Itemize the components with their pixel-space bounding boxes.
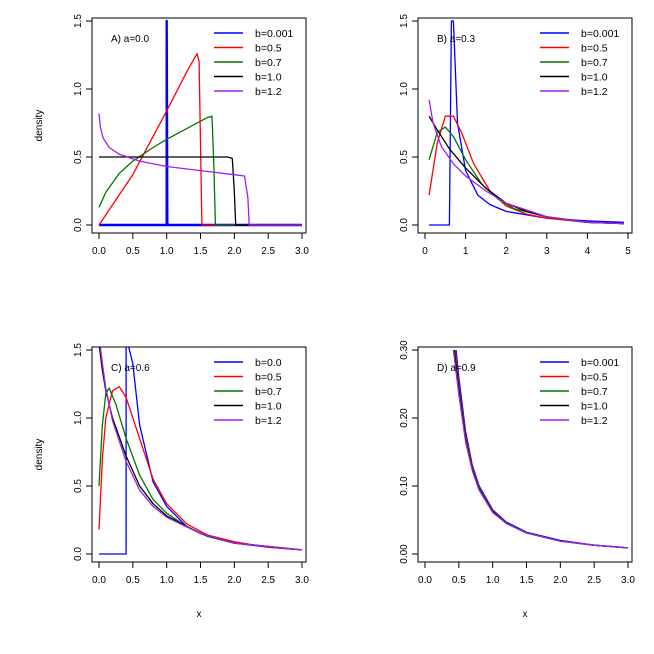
legend-label: b=0.001 [581, 357, 619, 369]
x-tick-label: 1.5 [194, 246, 208, 257]
x-tick-label: 2.5 [587, 575, 601, 586]
x-tick-label: 0.5 [126, 246, 140, 257]
y-tick-label: 0.5 [399, 150, 410, 164]
series-group [98, 347, 303, 555]
legend-label: b=1.2 [255, 415, 282, 427]
series-line-b-1-2 [428, 99, 624, 225]
legend-label: b=1.2 [255, 86, 282, 98]
x-tick-label: 3 [544, 246, 550, 257]
legend: b=0.0 b=0.5 b=0.7 b=1.0 b=1.2 [214, 357, 282, 427]
x-tick-label: 0.0 [418, 575, 432, 586]
x-tick-label: 1.5 [520, 575, 534, 586]
series-line-b-0-7 [428, 126, 624, 225]
series-line-b-1-0 [428, 115, 624, 225]
x-tick-label: 1.0 [486, 575, 500, 586]
x-tick-label: 0.5 [452, 575, 466, 586]
y-tick-label: 0.0 [399, 218, 410, 232]
series-line-b-0-001 [99, 19, 302, 227]
legend-label: b=1.0 [581, 72, 608, 84]
x-tick-label: 0 [422, 246, 428, 257]
y-tick-label: 1.5 [73, 14, 84, 28]
x-tick-label: 2.0 [227, 246, 241, 257]
legend-label: b=0.001 [255, 28, 293, 40]
x-tick-label: 0.0 [92, 575, 106, 586]
x-tick-label: 1.0 [160, 246, 174, 257]
x-axis-title: x [523, 609, 528, 620]
y-tick-label: 0.5 [73, 150, 84, 164]
x-tick-label: 3.0 [621, 575, 635, 586]
series-line-b-0-5 [428, 115, 624, 225]
panel-4: 0.0 0.5 1.0 1.5 2.0 2.5 3.0 0.00 0.10 0.20 0.30 x D)… [399, 340, 635, 620]
y-tick-label: 0.0 [73, 218, 84, 232]
legend-label: b=1.0 [581, 401, 608, 413]
legend-label: b=0.7 [581, 57, 608, 69]
legend-label: b=1.0 [255, 72, 282, 84]
legend-label: b=0.001 [581, 28, 619, 40]
panel-label: C) a=0.6 [111, 363, 150, 374]
y-axis-title: density [34, 439, 45, 471]
x-tick-label: 3.0 [295, 246, 309, 257]
legend-label: b=0.0 [255, 357, 282, 369]
legend: b=0.001 b=0.5 b=0.7 b=1.0 b=1.2 [540, 28, 619, 98]
y-tick-label: 1.0 [73, 82, 84, 96]
legend: b=0.001 b=0.5 b=0.7 b=1.0 b=1.2 [540, 357, 619, 427]
x-tick-label: 2 [503, 246, 509, 257]
series-line-b-1-0 [99, 156, 302, 226]
x-tick-label: 1.0 [160, 575, 174, 586]
plot-frame [417, 346, 633, 563]
y-tick-label: 1.0 [73, 411, 84, 425]
legend-label: b=1.2 [581, 86, 608, 98]
panel-2: 0 1 2 3 4 50.00.51.01.5B) a=0.3 b=0.001b=0.5b=… [399, 14, 633, 257]
series-group [452, 349, 629, 549]
y-axis-title: density [34, 110, 45, 142]
legend: b=0.001 b=0.5 b=0.7 b=1.0 b=1.2 [214, 28, 293, 98]
x-axis-title: x [197, 609, 202, 620]
legend-label: b=0.5 [581, 372, 608, 384]
x-tick-label: 0.0 [92, 246, 106, 257]
panel-3: 0.0 0.5 1.0 1.5 2.0 2.5 3.0 0.0 0.5 1.0 1.5 density… [34, 343, 309, 620]
legend-label: b=1.2 [581, 415, 608, 427]
panel-label: A) a=0.0 [111, 34, 150, 45]
legend-label: b=0.5 [581, 43, 608, 55]
y-tick-label: 0.00 [399, 544, 410, 564]
x-tick-label: 3.0 [295, 575, 309, 586]
series-line-b-1-2 [99, 347, 303, 551]
plot-frame [417, 17, 633, 234]
plot-frame [91, 346, 307, 563]
x-tick-label: 1.5 [194, 575, 208, 586]
x-tick-label: 4 [585, 246, 591, 257]
series-line-b-0-7 [98, 115, 302, 226]
x-tick-label: 1 [463, 246, 469, 257]
legend-label: b=1.0 [255, 401, 282, 413]
legend-label: b=0.7 [255, 386, 282, 398]
y-tick-label: 0.0 [73, 547, 84, 561]
series-line-b-1-2 [98, 113, 302, 226]
series-group [428, 20, 624, 226]
y-tick-label: 1.5 [399, 14, 410, 28]
panel-label: B) a=0.3 [437, 34, 476, 45]
y-tick-label: 0.20 [399, 408, 410, 428]
x-tick-label: 2.0 [227, 575, 241, 586]
y-tick-label: 0.30 [399, 340, 410, 360]
y-tick-label: 0.5 [73, 479, 84, 493]
x-tick-label: 0.5 [126, 575, 140, 586]
y-tick-label: 1.0 [399, 82, 410, 96]
x-tick-label: 2.5 [261, 575, 275, 586]
legend-label: b=0.5 [255, 372, 282, 384]
legend-label: b=0.7 [255, 57, 282, 69]
x-tick-label: 2.0 [553, 575, 567, 586]
y-tick-label: 0.10 [399, 476, 410, 496]
x-tick-label: 2.5 [261, 246, 275, 257]
panel-1: 0.0 0.5 1.0 1.5 2.0 2.5 3.0 0.0 0.5 1.0 1.5 density… [34, 14, 309, 257]
legend-label: b=0.5 [255, 43, 282, 55]
plot-frame [91, 17, 307, 234]
x-tick-label: 5 [625, 246, 631, 257]
series-line-b-0-5 [98, 386, 303, 551]
legend-label: b=0.7 [581, 386, 608, 398]
series-group [98, 19, 302, 227]
series-line-b-1-2 [452, 349, 629, 549]
panel-label: D) a=0.9 [437, 363, 476, 374]
y-tick-label: 1.5 [73, 343, 84, 357]
